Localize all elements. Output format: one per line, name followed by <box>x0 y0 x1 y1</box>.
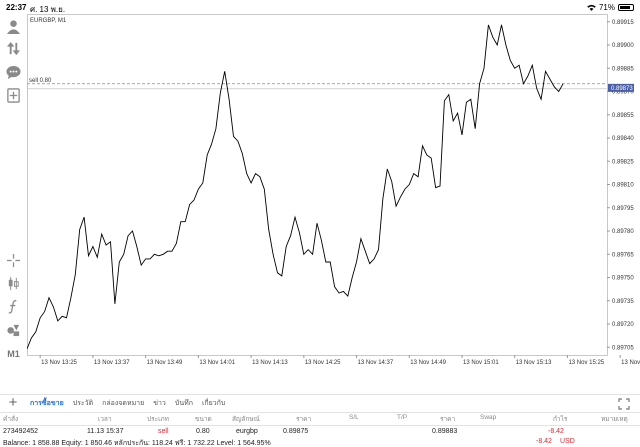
time-tick-label: 13 Nov 15:13 <box>516 360 552 366</box>
current-price-text: 0.89873 <box>611 86 633 92</box>
col-symbol: สัญลักษณ์ <box>232 416 260 423</box>
add-order-button[interactable]: + <box>8 394 18 411</box>
profit-currency: USD <box>560 438 575 445</box>
order-time: 11.13 15:37 <box>87 428 124 435</box>
timeframe-button[interactable]: M1 <box>7 349 20 359</box>
axis-ticks: 0.89915 0.89900 0.89885 0.89870 0.89855 0.898… <box>39 20 640 366</box>
objects-icon[interactable] <box>5 321 22 337</box>
price-tick-label: 0.89900 <box>612 43 634 49</box>
order-row[interactable]: 273492452 11.13 15:37 sell 0.80 eurgbp 0… <box>0 428 640 437</box>
candlestick-icon[interactable] <box>5 275 22 291</box>
price-chart[interactable]: 0.89915 0.89900 0.89885 0.89870 0.89855 0.898… <box>27 14 640 394</box>
account-icon[interactable] <box>5 18 22 34</box>
col-profit: กำไร <box>553 416 568 423</box>
order-profit: -8.42 <box>548 428 564 435</box>
price-tick-label: 0.89720 <box>612 322 634 328</box>
col-comment: หมายเหตุ <box>601 416 628 423</box>
price-tick-label: 0.89750 <box>612 276 634 282</box>
price-tick-label: 0.89870 <box>612 90 634 96</box>
price-tick-label: 0.89825 <box>612 159 634 165</box>
order-type: sell <box>158 428 169 435</box>
col-size: ขนาด <box>195 416 212 423</box>
order-current-price: 0.89883 <box>432 428 458 435</box>
status-right: 71% <box>587 3 634 12</box>
time-tick-label: 13 Nov 13:37 <box>94 360 130 366</box>
status-bar: 22:37 ศ. 13 พ.ย. 71% <box>0 0 640 14</box>
function-icon[interactable] <box>5 298 22 314</box>
trade-arrows-icon[interactable] <box>5 40 22 56</box>
battery-percent: 71% <box>598 3 615 12</box>
expand-icon[interactable] <box>618 397 630 410</box>
terminal-tabs: การซื้อขาย ประวัติ กล่องจดหมาย ข่าว บันท… <box>30 398 225 410</box>
battery-icon <box>618 4 634 11</box>
status-time: 22:37 <box>6 3 27 12</box>
col-current-price: ราคา <box>440 416 456 423</box>
chart-canvas[interactable]: 0.89915 0.89900 0.89885 0.89870 0.89855 0.898… <box>27 14 640 394</box>
time-tick-label: 13 Nov 13:49 <box>147 360 183 366</box>
col-swap: Swap <box>480 414 497 421</box>
tab-about[interactable]: เกี่ยวกับ <box>201 400 226 407</box>
left-toolbar: M1 <box>0 14 27 394</box>
price-tick-label: 0.89855 <box>612 113 634 119</box>
col-tp: T/P <box>397 414 408 421</box>
tab-mailbox[interactable]: กล่องจดหมาย <box>102 400 145 407</box>
time-tick-label: 13 Nov 15:25 <box>568 360 604 366</box>
time-tick-label: 13 Nov 14:01 <box>199 360 235 366</box>
sell-order-label: sell 0.80 <box>29 78 52 84</box>
orders-table-header: คำสั่ง เวลา ประเภท ขนาด สัญลักษณ์ ราคา S… <box>0 414 640 423</box>
order-open-price: 0.89875 <box>283 428 309 435</box>
chat-icon[interactable] <box>5 64 22 80</box>
crosshair-icon[interactable] <box>5 252 22 268</box>
price-tick-label: 0.89915 <box>612 20 634 26</box>
col-price: ราคา <box>296 416 312 423</box>
time-tick-label: 13 Nov 14:25 <box>305 360 341 366</box>
time-tick-label: 13 Nov 15:01 <box>463 360 499 366</box>
order-symbol: eurgbp <box>236 428 258 435</box>
new-order-icon[interactable] <box>5 87 22 103</box>
balance-bar: Balance: 1 858.88 Equity: 1 850.46 หลักป… <box>0 438 640 447</box>
col-type: ประเภท <box>147 416 169 423</box>
order-size: 0.80 <box>196 428 210 435</box>
plot-frame <box>27 14 608 356</box>
price-tick-label: 0.89705 <box>612 345 634 351</box>
price-tick-label: 0.89780 <box>612 229 634 235</box>
col-order: คำสั่ง <box>3 416 19 423</box>
time-tick-label: 13 Nov 15:37 <box>621 360 640 366</box>
total-profit: -8.42 <box>536 438 552 445</box>
price-series-line <box>27 24 564 349</box>
order-id: 273492452 <box>3 428 39 435</box>
time-tick-label: 13 Nov 13:25 <box>41 360 77 366</box>
tab-history[interactable]: ประวัติ <box>72 400 94 407</box>
col-time: เวลา <box>98 416 112 423</box>
price-tick-label: 0.89810 <box>612 183 634 189</box>
price-tick-label: 0.89840 <box>612 136 634 142</box>
price-tick-label: 0.89735 <box>612 299 634 305</box>
status-date: ศ. 13 พ.ย. <box>30 5 66 14</box>
price-tick-label: 0.89885 <box>612 66 634 72</box>
wifi-icon <box>587 4 596 11</box>
balance-summary: Balance: 1 858.88 Equity: 1 850.46 หลักป… <box>3 440 271 447</box>
col-sl: S/L <box>349 414 359 421</box>
time-tick-label: 13 Nov 14:37 <box>358 360 394 366</box>
current-price-tag <box>608 83 634 92</box>
symbol-label: EURGBP, M1 <box>30 18 67 24</box>
tab-journal[interactable]: บันทึก <box>174 400 193 407</box>
price-tick-label: 0.89795 <box>612 206 634 212</box>
time-tick-label: 13 Nov 14:13 <box>252 360 288 366</box>
price-tick-label: 0.89765 <box>612 252 634 258</box>
time-tick-label: 13 Nov 14:49 <box>410 360 446 366</box>
tab-news[interactable]: ข่าว <box>153 400 166 407</box>
tab-trade[interactable]: การซื้อขาย <box>30 400 64 407</box>
